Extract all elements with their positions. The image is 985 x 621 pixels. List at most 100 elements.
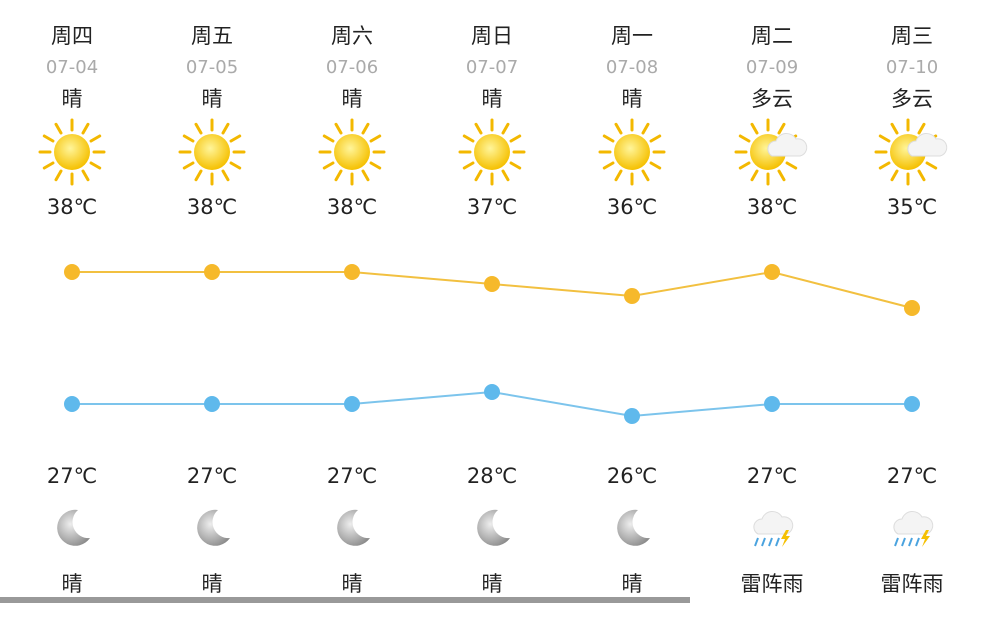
- day-weather: 晴: [202, 87, 223, 111]
- day-icon: [458, 118, 526, 186]
- sun-ray: [925, 161, 938, 170]
- sun-ray: [221, 169, 230, 182]
- rain: [908, 537, 913, 547]
- sun-ray: [322, 134, 335, 143]
- high-point: [904, 300, 920, 316]
- night-weather: 晴: [342, 572, 363, 596]
- low-temp: 27℃: [327, 464, 377, 488]
- sun-ray: [777, 122, 786, 135]
- night-weather: 晴: [622, 572, 643, 596]
- day-weather: 晴: [622, 87, 643, 111]
- day-weather: 多云: [751, 87, 793, 111]
- sun-ray: [750, 169, 759, 182]
- sun-ray: [334, 122, 343, 135]
- sun-ray: [42, 161, 55, 170]
- sun-ray: [602, 134, 615, 143]
- sun-disc: [194, 134, 230, 170]
- day-icon: [318, 118, 386, 186]
- night-icon: [893, 511, 934, 547]
- sun-ray: [649, 134, 662, 143]
- moon: [57, 509, 90, 546]
- low-point: [764, 396, 780, 412]
- low-point: [484, 384, 500, 400]
- low-temp: 27℃: [747, 464, 797, 488]
- high-temp: 36℃: [607, 195, 657, 219]
- sun-ray: [81, 169, 90, 182]
- weekday: 周三: [891, 24, 933, 48]
- sun-ray: [878, 161, 891, 170]
- rain: [915, 537, 920, 547]
- date: 07-08: [606, 57, 658, 78]
- sun-ray: [361, 169, 370, 182]
- sun-ray: [509, 134, 522, 143]
- night-icon: [337, 509, 370, 546]
- high-point: [64, 264, 80, 280]
- sun-ray: [89, 134, 102, 143]
- night-weather: 雷阵雨: [881, 572, 944, 596]
- low-point: [624, 408, 640, 424]
- day-weather: 晴: [62, 87, 83, 111]
- sun-ray: [462, 161, 475, 170]
- high-point: [484, 276, 500, 292]
- high-point: [764, 264, 780, 280]
- low-point: [64, 396, 80, 412]
- sun-disc: [334, 134, 370, 170]
- low-temp: 27℃: [47, 464, 97, 488]
- night-icon: [477, 509, 510, 546]
- sun-disc: [54, 134, 90, 170]
- scroll-bar: [0, 597, 690, 603]
- sun-ray: [750, 122, 759, 135]
- night-weather: 晴: [202, 572, 223, 596]
- high-temp: 38℃: [187, 195, 237, 219]
- sun-ray: [54, 169, 63, 182]
- night-icon: [57, 509, 90, 546]
- sun-ray: [602, 161, 615, 170]
- high-point: [624, 288, 640, 304]
- low-point: [204, 396, 220, 412]
- day-icon: [598, 118, 666, 186]
- sun-ray: [369, 134, 382, 143]
- weekday: 周一: [611, 24, 653, 48]
- moon: [617, 509, 650, 546]
- sun-ray: [194, 169, 203, 182]
- date: 07-05: [186, 57, 238, 78]
- rain: [754, 537, 759, 547]
- sun-ray: [501, 169, 510, 182]
- sun-ray: [194, 122, 203, 135]
- cloud: [767, 133, 808, 157]
- cloud: [907, 133, 948, 157]
- sun-ray: [777, 169, 786, 182]
- sun-ray: [369, 161, 382, 170]
- sun-ray: [361, 122, 370, 135]
- sun-ray: [649, 161, 662, 170]
- rain: [775, 537, 780, 547]
- sun-ray: [614, 169, 623, 182]
- sun-ray: [890, 169, 899, 182]
- date: 07-10: [886, 57, 938, 78]
- night-icon: [617, 509, 650, 546]
- sun-ray: [229, 161, 242, 170]
- date: 07-07: [466, 57, 518, 78]
- high-temp: 38℃: [747, 195, 797, 219]
- sun-disc: [614, 134, 650, 170]
- sun-ray: [322, 161, 335, 170]
- date: 07-06: [326, 57, 378, 78]
- sun-ray: [890, 122, 899, 135]
- high-temp: 38℃: [47, 195, 97, 219]
- rain: [761, 537, 766, 547]
- sun-ray: [917, 122, 926, 135]
- day-weather: 晴: [342, 87, 363, 111]
- rain: [768, 537, 773, 547]
- sun-ray: [182, 161, 195, 170]
- sun-ray: [917, 169, 926, 182]
- cloud: [893, 511, 934, 535]
- bolt: [921, 530, 930, 547]
- sun-ray: [42, 134, 55, 143]
- sun-ray: [509, 161, 522, 170]
- high-point: [204, 264, 220, 280]
- moon: [477, 509, 510, 546]
- rain: [901, 537, 906, 547]
- sun-ray: [221, 122, 230, 135]
- night-icon: [753, 511, 794, 547]
